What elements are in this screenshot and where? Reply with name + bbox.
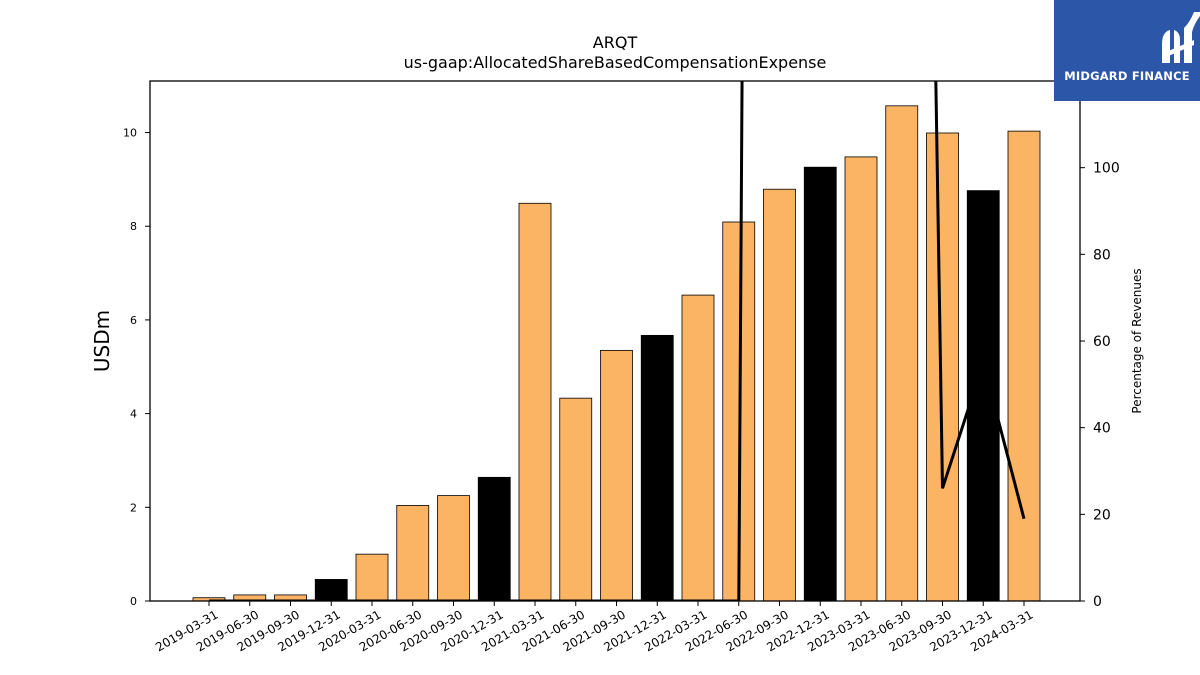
bar-2023-03-31 bbox=[844, 156, 878, 602]
y2-tick-group: 0 20 40 60 80 100 bbox=[1080, 161, 1120, 610]
y-tick-label: 6 bbox=[130, 314, 137, 327]
y2-tick-label: 100 bbox=[1093, 161, 1120, 177]
y-tick-label: 4 bbox=[130, 408, 137, 421]
logo-mark-icon bbox=[1162, 12, 1200, 63]
bar-2023-09-30 bbox=[926, 132, 959, 602]
y-tick-label: 0 bbox=[130, 595, 137, 608]
bar-2022-09-30 bbox=[763, 188, 796, 602]
y2-tick-label: 20 bbox=[1093, 507, 1111, 523]
bar-2021-03-31 bbox=[518, 202, 552, 602]
bar-2022-12-31 bbox=[803, 166, 837, 602]
y2-tick-label: 40 bbox=[1093, 421, 1111, 437]
y2-axis-label: Percentage of Revenues bbox=[1130, 268, 1144, 413]
x-tick-group: 2019-03-312019-06-302019-09-302019-12-31… bbox=[153, 601, 1036, 654]
bar-2023-06-30 bbox=[885, 105, 919, 602]
bar-2022-03-31 bbox=[681, 294, 715, 602]
midgard-finance-logo: MIDGARD FINANCE bbox=[1054, 0, 1200, 101]
bar-group bbox=[192, 105, 1041, 602]
y-tick-label: 8 bbox=[130, 220, 137, 233]
chart-title: ARQT bbox=[593, 33, 638, 52]
logo-text: MIDGARD FINANCE bbox=[1064, 69, 1190, 83]
y2-tick-label: 60 bbox=[1093, 334, 1111, 350]
bar-2020-09-30 bbox=[437, 495, 470, 602]
bar-2020-06-30 bbox=[396, 505, 430, 602]
bar-2019-12-31 bbox=[314, 579, 348, 602]
bar-2024-03-31 bbox=[1007, 130, 1041, 602]
y-tick-label: 10 bbox=[123, 127, 137, 140]
bar-2021-12-31 bbox=[640, 334, 674, 602]
bar-2020-03-31 bbox=[355, 553, 389, 602]
y-tick-label: 2 bbox=[130, 501, 137, 514]
y-tick-group: 0 2 4 6 8 10 bbox=[123, 127, 150, 608]
bar-2021-06-30 bbox=[559, 397, 593, 602]
chart-subtitle: us-gaap:AllocatedShareBasedCompensationE… bbox=[404, 53, 827, 72]
bar-2020-12-31 bbox=[477, 476, 511, 602]
y-axis-label: USDm bbox=[90, 310, 114, 372]
y2-tick-label: 80 bbox=[1093, 247, 1111, 263]
plot-frame bbox=[149, 80, 1081, 602]
y2-tick-label: 0 bbox=[1093, 594, 1102, 610]
bar-2021-09-30 bbox=[600, 349, 633, 602]
